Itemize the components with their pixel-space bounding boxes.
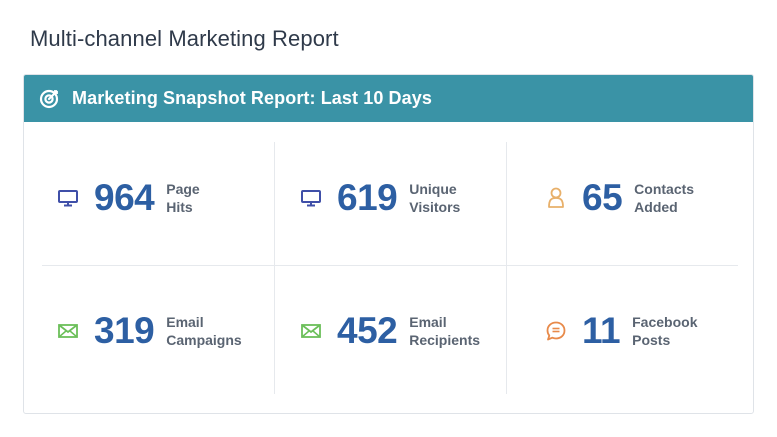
metric-email-recipients: 452 Email Recipients (299, 310, 480, 352)
metric-value: 452 (337, 310, 398, 351)
snapshot-card: Marketing Snapshot Report: Last 10 Days … (23, 74, 754, 414)
metric-unique-visitors: 619 Unique Visitors (299, 177, 460, 219)
column-divider (274, 142, 275, 394)
monitor-icon (56, 186, 80, 210)
metric-label: Page Hits (166, 181, 200, 215)
comment-icon (544, 319, 568, 343)
page-title: Multi-channel Marketing Report (30, 26, 339, 51)
metric-value: 619 (337, 177, 398, 218)
metric-label: Email Recipients (409, 314, 481, 348)
metric-value: 964 (94, 177, 155, 218)
metric-label: Unique Visitors (409, 181, 461, 215)
metric-value: 11 (582, 310, 621, 351)
metric-value: 65 (582, 177, 623, 218)
metrics-grid: 964 Page Hits 619 Unique Visito (24, 122, 753, 413)
metric-contacts-added: 65 Contacts Added (544, 177, 694, 219)
metric-label: Facebook Posts (632, 314, 698, 348)
row-divider (42, 265, 738, 266)
monitor-icon (299, 186, 323, 210)
envelope-icon (56, 319, 80, 343)
card-header-title: Marketing Snapshot Report: Last 10 Days (72, 88, 432, 108)
person-icon (544, 186, 568, 210)
metric-page-hits: 964 Page Hits (56, 177, 200, 219)
card-header: Marketing Snapshot Report: Last 10 Days (24, 75, 753, 122)
metric-facebook-posts: 11 Facebook Posts (544, 310, 697, 352)
metric-label: Contacts Added (634, 181, 695, 215)
metric-label: Email Campaigns (166, 314, 242, 348)
target-icon (38, 88, 60, 110)
metric-value: 319 (94, 310, 155, 351)
metric-email-campaigns: 319 Email Campaigns (56, 310, 242, 352)
column-divider (506, 142, 507, 394)
envelope-icon (299, 319, 323, 343)
